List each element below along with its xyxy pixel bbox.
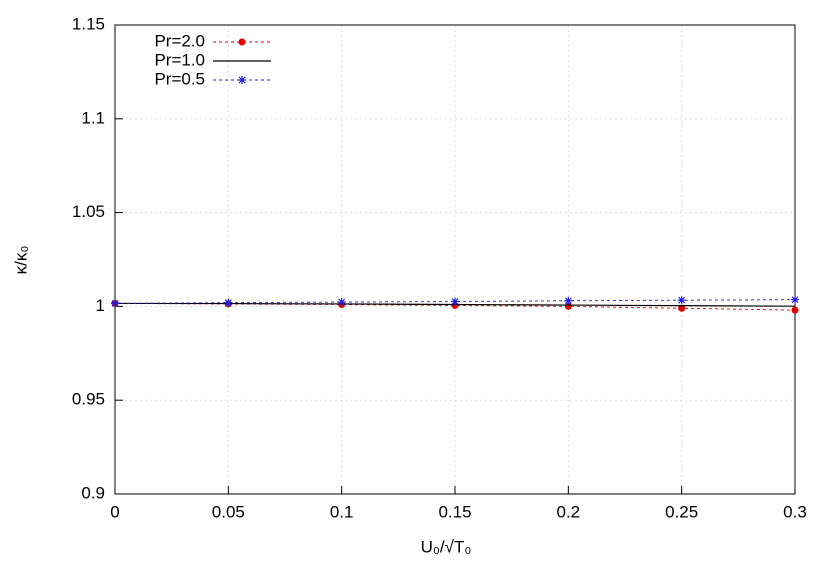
marker (337, 298, 346, 307)
y-tick-label: 1.15 (72, 14, 105, 33)
marker (224, 298, 233, 307)
x-tick-label: 0.3 (783, 502, 807, 521)
y-tick-label: 0.95 (72, 390, 105, 409)
legend-label: Pr=0.5 (154, 69, 205, 88)
x-tick-label: 0.1 (330, 502, 354, 521)
marker (111, 299, 119, 308)
marker (451, 297, 459, 306)
legend-label: Pr=2.0 (154, 31, 205, 50)
x-tick-label: 0.25 (665, 502, 698, 521)
marker (791, 306, 799, 314)
y-axis-label: κ/κ₀ (11, 246, 30, 275)
marker (678, 304, 686, 312)
y-tick-label: 1.1 (81, 108, 105, 127)
x-tick-label: 0.15 (438, 502, 471, 521)
x-tick-label: 0.05 (212, 502, 245, 521)
legend-marker (238, 76, 246, 84)
marker (791, 295, 799, 304)
y-tick-label: 1 (96, 296, 105, 315)
marker (677, 296, 686, 305)
legend-marker (238, 38, 246, 46)
x-axis-label: U₀/√T₀ (421, 537, 472, 556)
x-tick-label: 0 (110, 502, 119, 521)
y-tick-label: 0.9 (81, 483, 105, 502)
y-tick-label: 1.05 (72, 202, 105, 221)
x-tick-label: 0.2 (557, 502, 581, 521)
marker (564, 296, 573, 305)
plot-frame (114, 24, 796, 495)
legend-label: Pr=1.0 (154, 50, 205, 69)
